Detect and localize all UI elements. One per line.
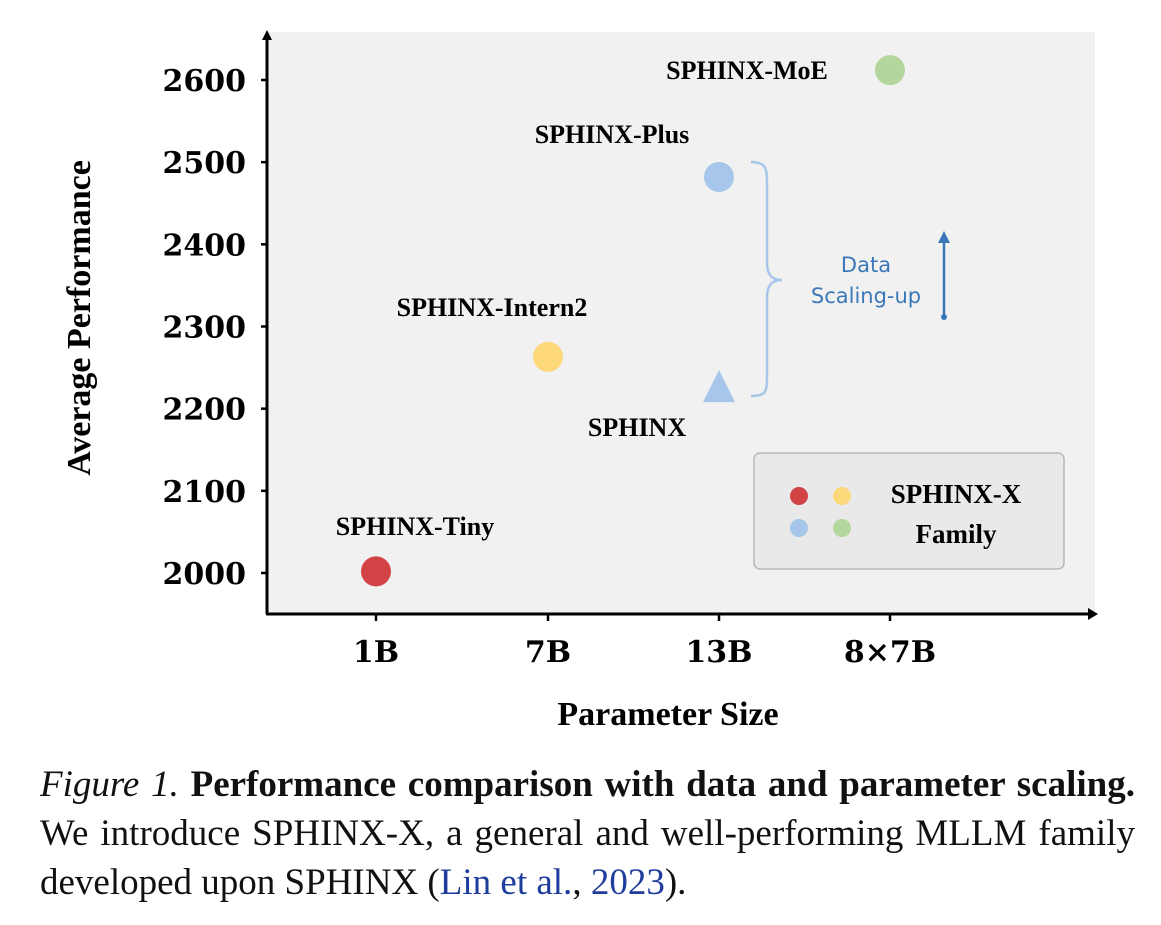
caption-end: ). (664, 862, 687, 903)
y-tick-label: 2600 (163, 64, 247, 99)
point-sphinx-moe (875, 55, 905, 86)
legend-dot-blue (790, 519, 808, 537)
y-axis-arrow (262, 30, 272, 40)
y-tick-label: 2300 (163, 311, 247, 346)
y-tick-label: 2400 (163, 228, 247, 263)
data-scaling-brace: Data Scaling-up (750, 160, 950, 398)
data-points (361, 55, 905, 587)
label-sphinx-moe: SPHINX-MoE (666, 56, 828, 85)
legend: SPHINX-X Family (753, 452, 1065, 570)
scaling-arrow-head (938, 231, 950, 243)
y-tick-label: 2200 (163, 393, 247, 428)
point-sphinx-tiny (361, 556, 391, 587)
figure-number: Figure 1. (40, 764, 179, 805)
scatter-chart: 2000 2100 2200 2300 2400 2500 2600 1B 7B 13B 8×7B… (61, 30, 1098, 733)
label-sphinx: SPHINX (588, 413, 686, 442)
x-axis-label: Parameter Size (557, 696, 778, 733)
legend-label-line-2: Family (916, 519, 997, 549)
caption-title: Performance comparison with data and par… (190, 764, 1135, 805)
label-sphinx-intern2: SPHINX-Intern2 (397, 293, 588, 322)
legend-dot-yellow (833, 487, 851, 505)
citation-year-link[interactable]: 2023 (590, 862, 665, 903)
figure-caption: Figure 1. Performance comparison with da… (40, 760, 1135, 907)
x-tick-label: 7B (525, 635, 571, 670)
y-tick-label: 2100 (163, 475, 247, 510)
point-labels: SPHINX-Tiny SPHINX-Intern2 SPHINX SPHINX-Pl… (336, 56, 828, 541)
point-sphinx-plus (704, 161, 734, 192)
legend-dot-green (833, 519, 851, 537)
legend-box (753, 452, 1065, 570)
y-tick-label: 2500 (163, 146, 247, 181)
brace (750, 160, 783, 398)
x-tick-label: 1B (353, 635, 399, 670)
x-ticks: 1B 7B 13B 8×7B (353, 614, 936, 670)
label-sphinx-plus: SPHINX-Plus (535, 120, 690, 149)
y-ticks: 2000 2100 2200 2300 2400 2500 2600 (163, 64, 267, 592)
point-sphinx-intern2 (533, 341, 563, 372)
citation-author-link[interactable]: Lin et al. (439, 862, 573, 903)
legend-label-line-1: SPHINX-X (891, 479, 1022, 509)
legend-dot-red (790, 487, 808, 505)
y-tick-label: 2000 (163, 557, 247, 592)
x-tick-label: 13B (685, 635, 752, 670)
annotation-line-1: Data (841, 253, 891, 277)
x-tick-label: 8×7B (844, 635, 936, 670)
x-axis-arrow (1088, 608, 1098, 620)
annotation-line-2: Scaling-up (811, 284, 921, 308)
label-sphinx-tiny: SPHINX-Tiny (336, 512, 494, 541)
y-axis-label: Average Performance (61, 160, 98, 476)
caption-text: We introduce SPHINX-X, a general and wel… (40, 813, 1135, 903)
citation-separator: , (572, 862, 591, 903)
scaling-arrow-tail (941, 314, 947, 320)
point-sphinx (703, 370, 735, 403)
